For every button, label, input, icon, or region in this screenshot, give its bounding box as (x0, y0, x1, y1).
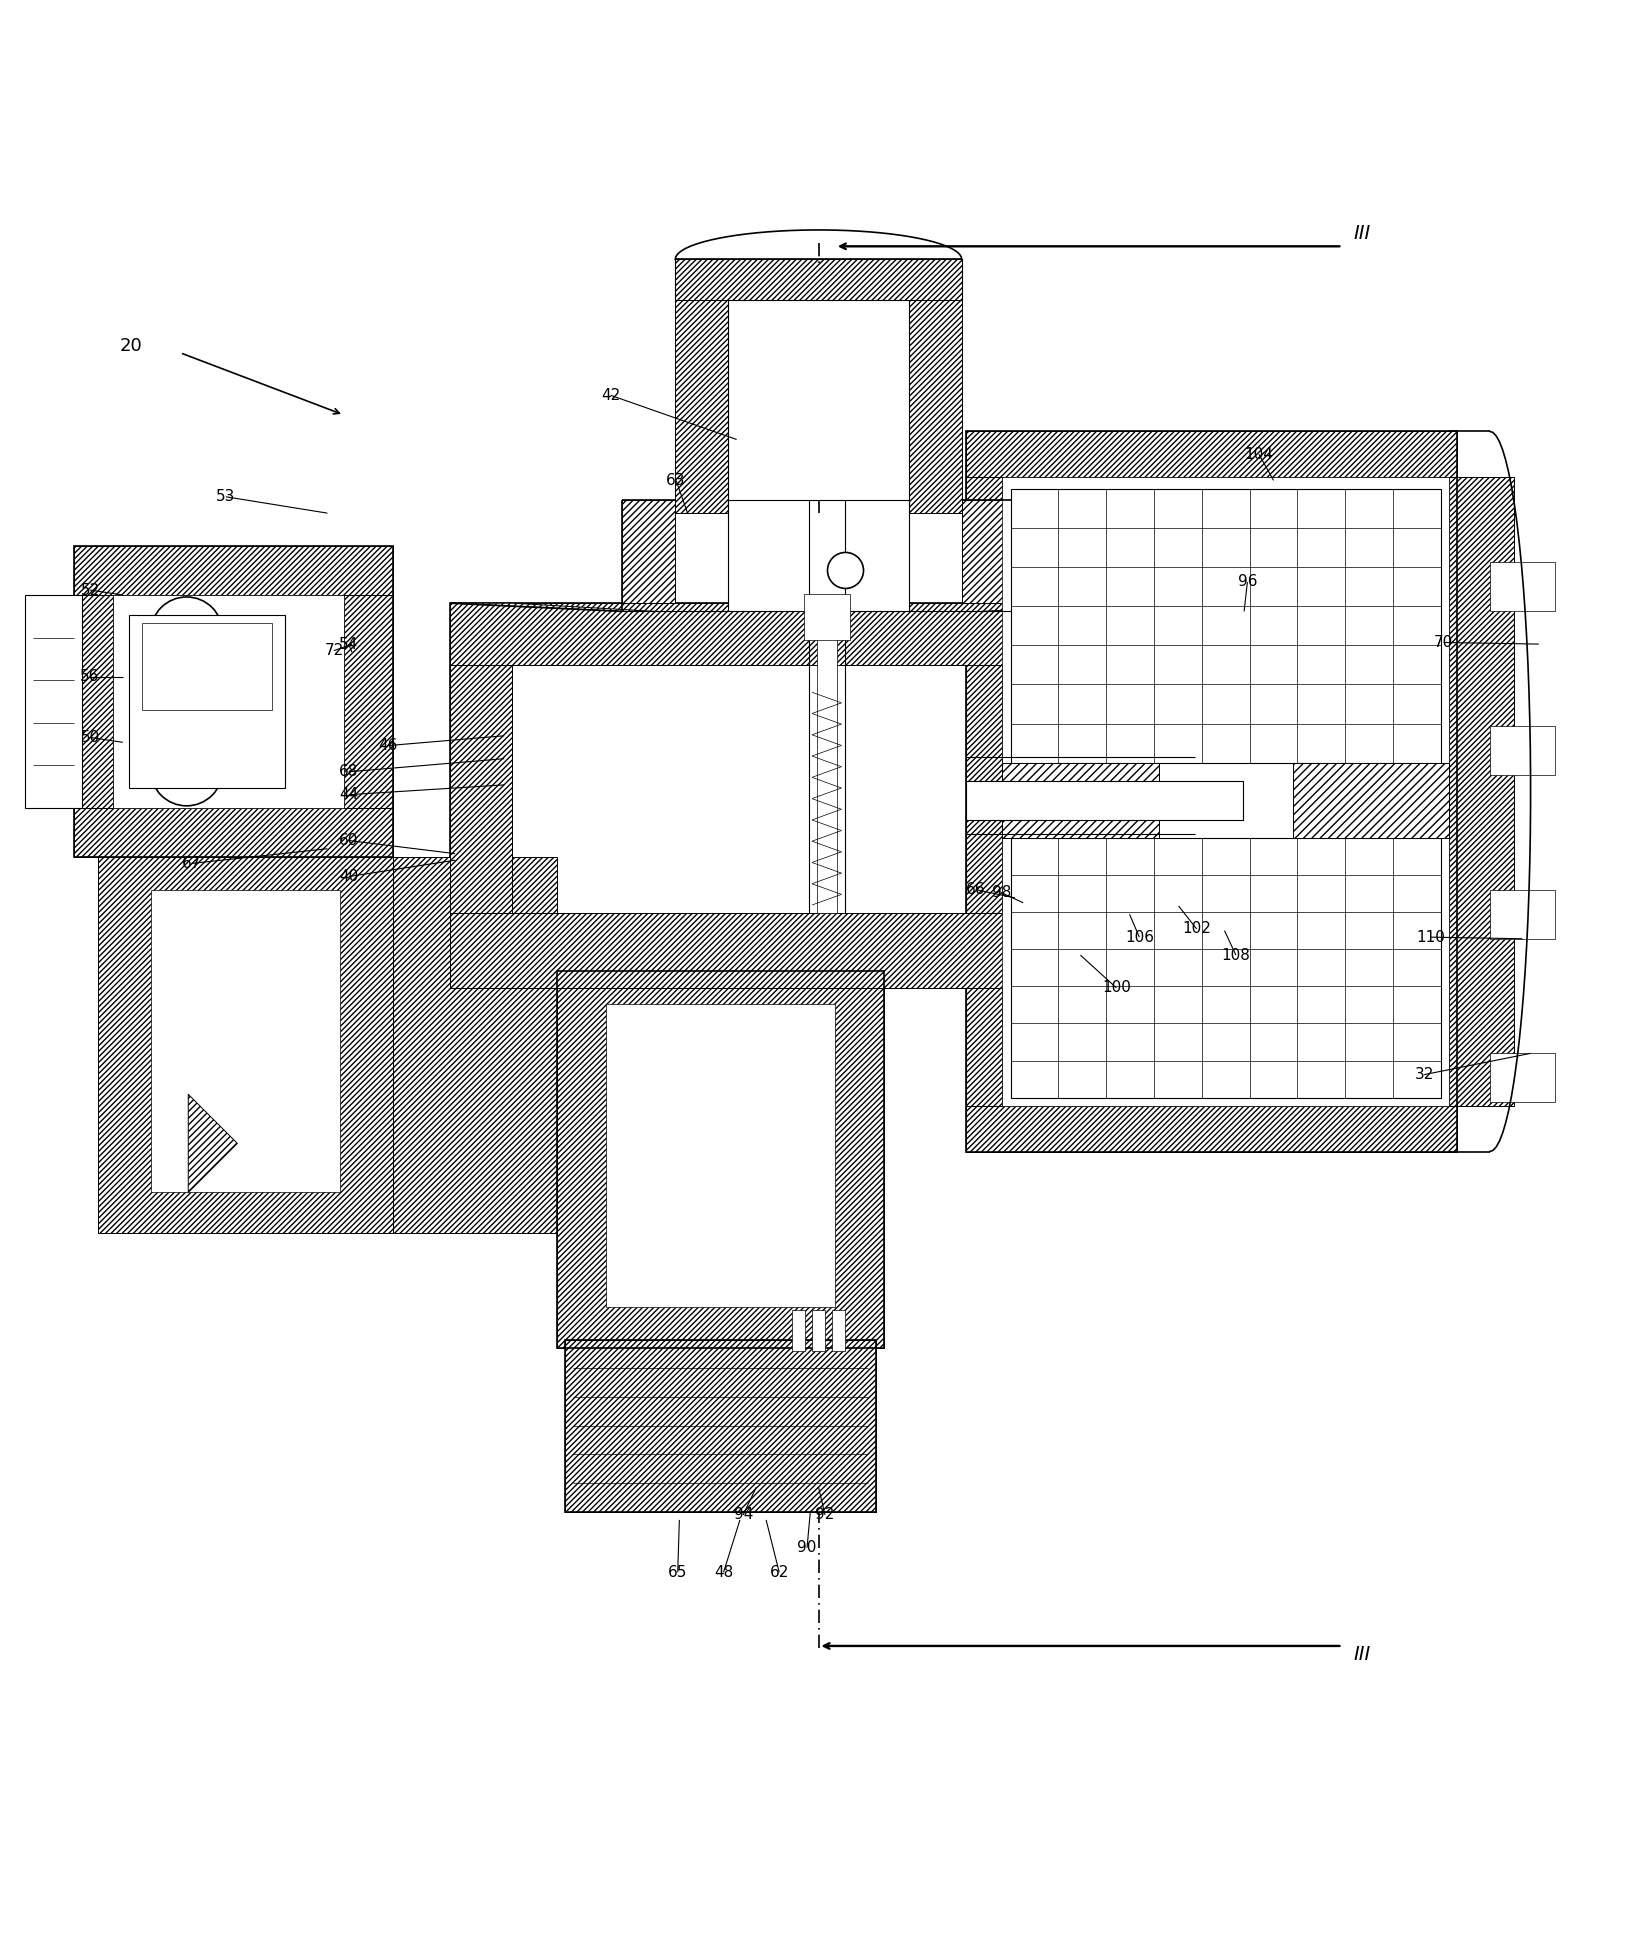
Bar (1490, 727, 1555, 775)
Bar (1133, 665, 1195, 913)
Bar (25, 595, 82, 808)
Text: 106: 106 (1125, 929, 1154, 944)
Text: 53: 53 (216, 490, 236, 505)
Text: 104: 104 (1244, 447, 1274, 462)
Text: 68: 68 (339, 764, 359, 779)
Bar (674, 260, 727, 513)
Bar (450, 602, 1195, 987)
Circle shape (151, 597, 223, 668)
Polygon shape (982, 602, 1195, 612)
Text: III: III (1354, 223, 1370, 243)
Bar (674, 260, 961, 301)
Text: 102: 102 (1182, 921, 1211, 937)
Bar (450, 913, 1195, 987)
Bar (565, 1341, 876, 1512)
Polygon shape (1293, 762, 1449, 837)
Bar (1010, 837, 1441, 1098)
Bar (728, 499, 909, 612)
Text: 67: 67 (182, 857, 201, 870)
Text: III: III (1354, 1644, 1370, 1663)
Bar (557, 972, 884, 1348)
Circle shape (151, 734, 223, 806)
Text: 60: 60 (339, 834, 359, 847)
Bar (804, 595, 850, 639)
Text: 94: 94 (733, 1508, 753, 1523)
Bar (909, 260, 961, 513)
Bar (966, 431, 1457, 478)
Bar (557, 972, 884, 1348)
Bar (151, 890, 340, 1193)
Text: 63: 63 (666, 472, 686, 488)
Text: 44: 44 (339, 787, 359, 802)
Text: 65: 65 (668, 1564, 688, 1580)
Bar (142, 624, 272, 709)
Bar (450, 665, 512, 913)
Text: 20: 20 (120, 338, 142, 356)
Bar (74, 808, 393, 857)
Text: 42: 42 (601, 389, 620, 402)
Bar (832, 1310, 845, 1350)
Text: 56: 56 (80, 668, 100, 684)
Text: 52: 52 (80, 583, 100, 598)
Bar (792, 1310, 805, 1350)
Text: 46: 46 (378, 738, 398, 754)
Bar (344, 595, 393, 808)
Bar (98, 857, 393, 1234)
Bar (113, 595, 344, 808)
Text: 50: 50 (80, 731, 100, 744)
Text: 96: 96 (1238, 575, 1257, 589)
Text: 108: 108 (1221, 948, 1251, 962)
Bar (812, 1310, 825, 1350)
Bar (1490, 562, 1555, 612)
Bar (606, 1005, 835, 1308)
Bar (129, 614, 285, 789)
Text: 54: 54 (339, 637, 359, 651)
Text: 92: 92 (815, 1508, 835, 1523)
Bar (393, 857, 557, 1234)
Text: 40: 40 (339, 869, 359, 884)
Bar (74, 546, 393, 857)
Text: 90: 90 (797, 1541, 817, 1554)
Bar (1490, 890, 1555, 938)
Polygon shape (1002, 762, 1159, 837)
Text: 70: 70 (1434, 635, 1454, 651)
Bar (1002, 478, 1449, 1106)
Text: 62: 62 (769, 1564, 789, 1580)
Bar (966, 478, 1002, 1106)
Bar (1010, 490, 1441, 762)
Bar (74, 546, 393, 595)
Text: 66: 66 (966, 882, 985, 898)
Text: 48: 48 (714, 1564, 733, 1580)
Bar (565, 1341, 876, 1512)
Bar (450, 602, 1195, 665)
Text: 110: 110 (1416, 929, 1445, 944)
Polygon shape (188, 1094, 237, 1193)
Text: 98: 98 (992, 886, 1012, 900)
Circle shape (828, 552, 864, 589)
Bar (1490, 1053, 1555, 1102)
Bar (1449, 478, 1514, 1106)
Bar (966, 431, 1457, 1152)
Polygon shape (622, 499, 674, 612)
Bar (512, 665, 1133, 913)
Bar (966, 1106, 1457, 1152)
Bar (817, 610, 837, 913)
Bar (728, 301, 910, 513)
Bar (966, 781, 1242, 820)
Text: 72: 72 (324, 643, 344, 659)
Text: 32: 32 (1414, 1067, 1434, 1082)
Text: 100: 100 (1102, 981, 1131, 995)
Polygon shape (961, 499, 1015, 612)
Polygon shape (450, 602, 655, 612)
Bar (74, 595, 113, 808)
